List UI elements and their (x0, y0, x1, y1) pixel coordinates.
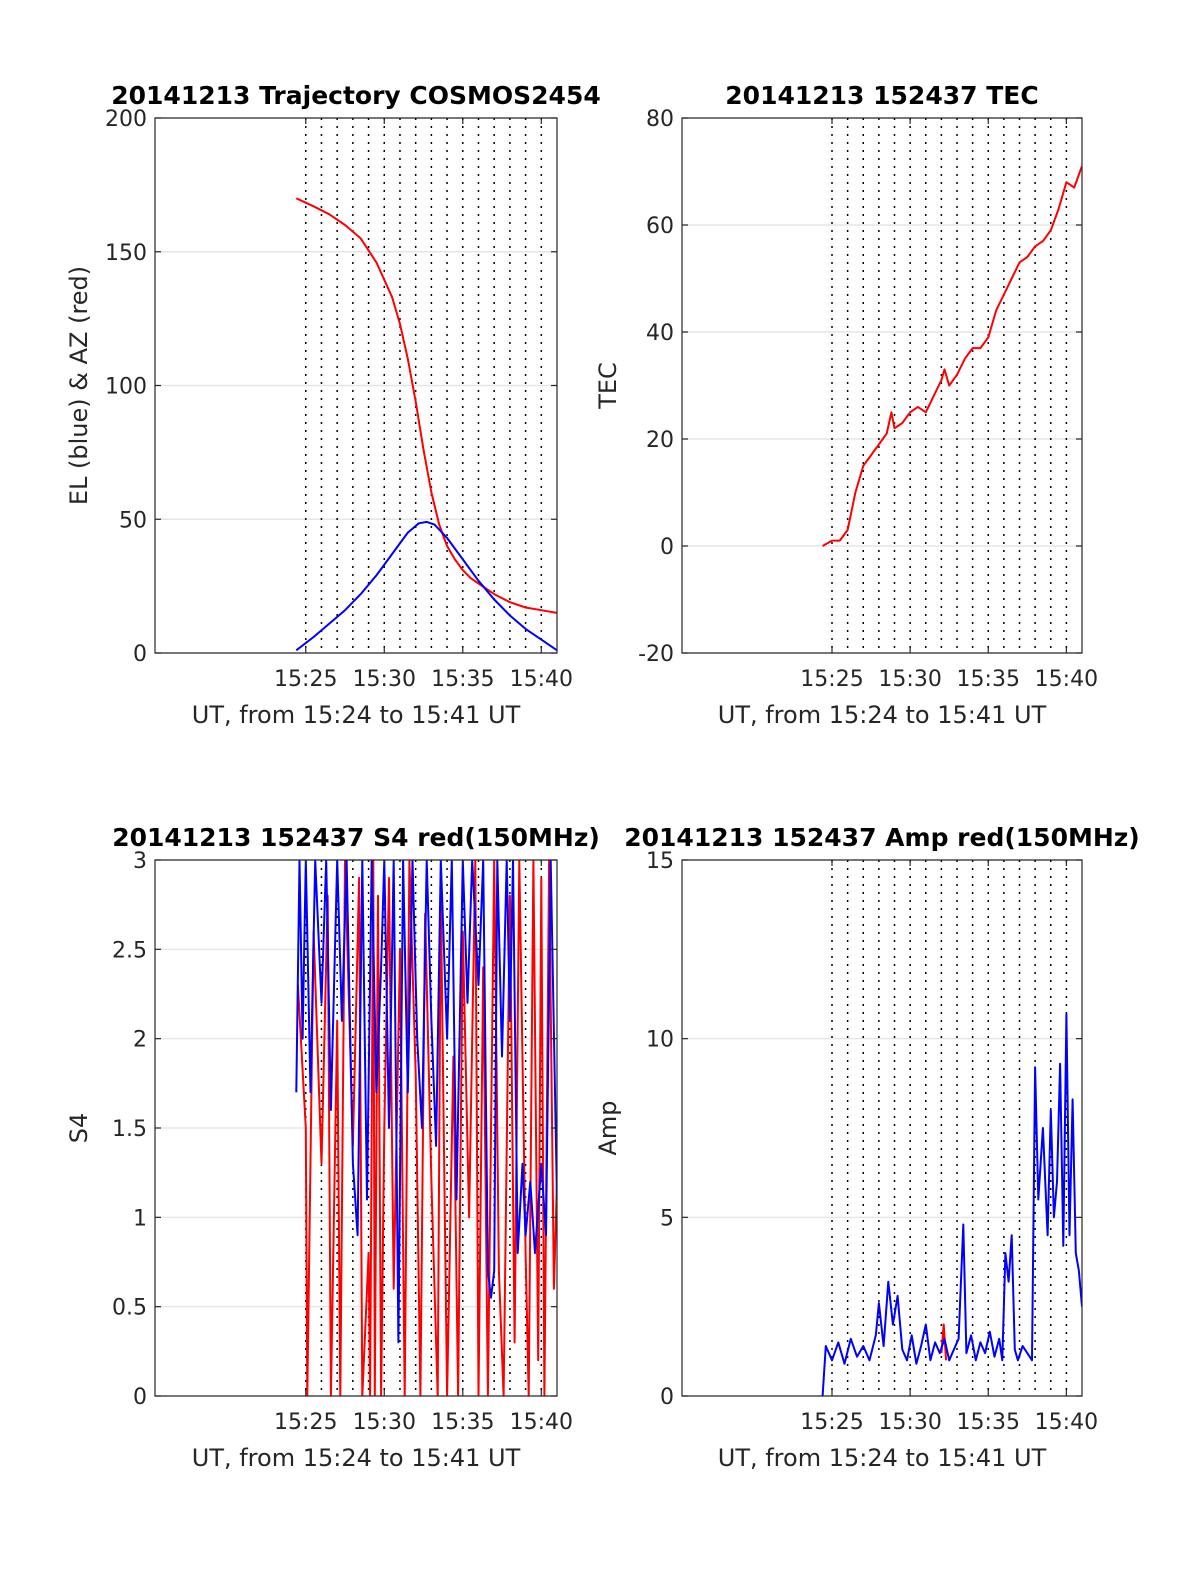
y-tick-label: 60 (646, 214, 674, 239)
y-tick-label: 0 (660, 535, 674, 560)
y-axis-label: EL (blue) & AZ (red) (65, 266, 93, 505)
panel-title: 20141213 Trajectory COSMOS2454 (111, 81, 601, 110)
y-axis-label: Amp (594, 1100, 622, 1155)
plot-area (682, 860, 1082, 1396)
y-tick-label: 1.5 (112, 1117, 147, 1142)
x-tick-label: 15:40 (1035, 667, 1098, 692)
series-line-1 (822, 165, 1082, 547)
series-line-2 (821, 1012, 1082, 1396)
y-tick-label: 80 (646, 107, 674, 132)
y-tick-label: 50 (119, 508, 147, 533)
panel-amp: 0 5 10 15 15:25 15:30 15:35 15:40 20141213 15243… (594, 823, 1140, 1472)
x-tick-label: 15:25 (800, 1410, 863, 1435)
x-tick-label: 15:25 (274, 1410, 337, 1435)
x-tick-label: 15:35 (431, 667, 494, 692)
series-line-1 (295, 197, 557, 614)
panel-trajectory: 0 50 100 150 200 15:25 15:30 15:35 15:40 20141213… (65, 81, 601, 729)
y-tick-label: 0 (660, 1385, 674, 1410)
x-tick-label: 15:40 (510, 1410, 573, 1435)
x-tick-label: 15:30 (353, 667, 416, 692)
x-tick-label: 15:35 (957, 667, 1020, 692)
y-tick-label: 0 (133, 642, 147, 667)
x-tick-label: 15:25 (274, 667, 337, 692)
plot-area (682, 118, 1082, 653)
panel-tec: -20 0 20 40 60 80 15:25 15:30 15:35 15:40 20141213… (594, 81, 1098, 729)
y-tick-label: 100 (105, 375, 147, 400)
panel-title: 20141213 152437 TEC (725, 81, 1038, 110)
axes-frame (681, 117, 1083, 654)
panel-title: 20141213 152437 Amp red(150MHz) (624, 823, 1140, 852)
y-tick-label: 150 (105, 241, 147, 266)
x-tick-label: 15:35 (431, 1410, 494, 1435)
y-tick-label: 1 (133, 1206, 147, 1231)
y-tick-label: 10 (646, 1028, 674, 1053)
y-axis-label: S4 (65, 1113, 93, 1144)
y-tick-label: 15 (646, 849, 674, 874)
y-tick-label: 0.5 (112, 1296, 147, 1321)
x-tick-label: 15:40 (1035, 1410, 1098, 1435)
y-tick-label: 40 (646, 321, 674, 346)
x-axis-label: UT, from 15:24 to 15:41 UT (718, 701, 1047, 729)
x-tick-label: 15:30 (878, 1410, 941, 1435)
x-tick-label: 15:30 (878, 667, 941, 692)
series-line-2 (295, 860, 557, 1344)
x-tick-label: 15:30 (353, 1410, 416, 1435)
x-axis-label: UT, from 15:24 to 15:41 UT (192, 701, 521, 729)
y-tick-label: 0 (133, 1385, 147, 1410)
y-tick-label: 5 (660, 1206, 674, 1231)
y-tick-label: 200 (105, 107, 147, 132)
panel-s4: 0 0.5 1 1.5 2 2.5 3 15:25 15:30 15:35 15:40 2014121… (65, 823, 600, 1472)
x-axis-label: UT, from 15:24 to 15:41 UT (718, 1444, 1047, 1472)
y-tick-label: 2.5 (112, 938, 147, 963)
axes-frame (681, 859, 1083, 1397)
y-tick-label: 3 (133, 849, 147, 874)
x-tick-label: 15:35 (957, 1410, 1020, 1435)
y-tick-label: -20 (638, 642, 674, 667)
panel-title: 20141213 152437 S4 red(150MHz) (112, 823, 600, 852)
y-tick-label: 2 (133, 1028, 147, 1053)
x-axis-label: UT, from 15:24 to 15:41 UT (192, 1444, 521, 1472)
x-tick-label: 15:25 (800, 667, 863, 692)
x-tick-label: 15:40 (510, 667, 573, 692)
y-axis-label: TEC (594, 362, 622, 410)
series-line-2 (295, 520, 557, 652)
y-tick-label: 20 (646, 428, 674, 453)
